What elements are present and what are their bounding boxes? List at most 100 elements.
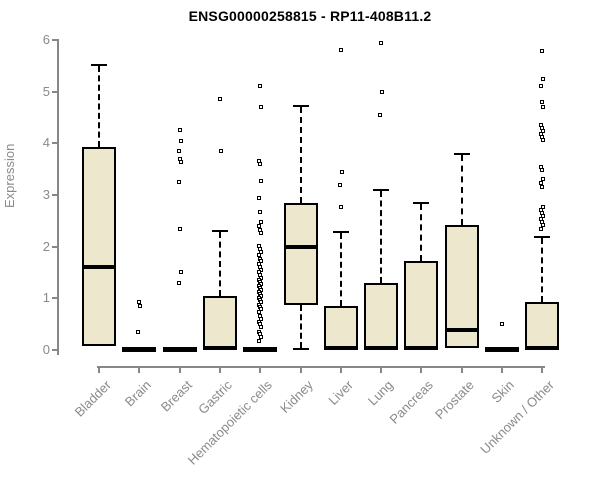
x-tick — [218, 368, 221, 373]
median-skin — [485, 346, 519, 351]
median-prostate — [444, 328, 479, 333]
y-tick-label: 6 — [42, 31, 50, 47]
outlier-point-hematopoietic-cells — [259, 105, 264, 110]
outlier-point-unknown-other — [540, 168, 545, 173]
x-tick — [501, 368, 503, 373]
outlier-point-liver — [338, 204, 343, 209]
outlier-point-breast — [176, 149, 181, 154]
outlier-point-gastric — [217, 97, 222, 102]
outlier-point-hematopoietic-cells — [257, 338, 262, 343]
median-kidney — [283, 244, 318, 249]
x-tick — [541, 368, 544, 373]
y-tick-label: 4 — [42, 135, 50, 151]
whisker-upper-unknown-other — [541, 238, 544, 303]
x-tick — [178, 368, 181, 373]
outlier-point-lung — [380, 89, 385, 94]
median-hematopoietic-cells — [243, 346, 278, 351]
median-lung — [364, 345, 399, 350]
median-unknown-other — [525, 345, 560, 350]
whisker-cap-upper-bladder — [91, 63, 107, 66]
whisker-upper-prostate — [460, 154, 463, 225]
outlier-point-hematopoietic-cells — [259, 316, 264, 321]
outlier-point-unknown-other — [541, 138, 546, 143]
outlier-point-skin — [500, 322, 504, 327]
outlier-point-liver — [338, 48, 343, 53]
box-kidney — [283, 202, 318, 305]
x-tick — [259, 368, 262, 373]
outlier-point-hematopoietic-cells — [257, 195, 262, 200]
outlier-point-hematopoietic-cells — [258, 210, 263, 215]
y-tick-label: 2 — [42, 238, 50, 254]
outlier-point-unknown-other — [540, 49, 545, 54]
median-pancreas — [404, 345, 439, 350]
y-tick — [52, 297, 57, 300]
y-tick — [52, 245, 57, 248]
box-prostate — [444, 224, 479, 349]
y-tick-label: 5 — [42, 83, 50, 99]
outlier-point-hematopoietic-cells — [259, 281, 264, 286]
whisker-upper-pancreas — [420, 203, 423, 262]
outlier-point-breast — [177, 226, 182, 231]
outlier-point-brain — [138, 303, 143, 308]
outlier-point-breast — [178, 138, 183, 143]
box-gastric — [202, 295, 237, 350]
median-gastric — [202, 345, 237, 350]
outlier-point-unknown-other — [541, 204, 546, 209]
box-unknown-other — [525, 302, 560, 350]
outlier-point-unknown-other — [539, 181, 544, 186]
y-tick — [52, 90, 57, 93]
y-tick — [52, 142, 57, 145]
outlier-point-hematopoietic-cells — [257, 310, 262, 315]
box-bladder — [82, 147, 116, 347]
y-tick-label: 3 — [42, 186, 50, 202]
outlier-point-unknown-other — [539, 164, 544, 169]
y-tick-label: 0 — [42, 342, 50, 357]
outlier-point-hematopoietic-cells — [259, 300, 264, 305]
outlier-point-hematopoietic-cells — [259, 275, 264, 280]
y-tick — [52, 349, 57, 351]
outlier-point-breast — [177, 156, 182, 161]
whisker-lower-kidney — [299, 304, 302, 348]
outlier-point-unknown-other — [539, 84, 544, 89]
outlier-point-hematopoietic-cells — [259, 288, 264, 293]
whisker-upper-lung — [380, 190, 383, 283]
outlier-point-unknown-other — [540, 184, 545, 189]
outlier-point-unknown-other — [539, 226, 544, 231]
median-brain — [122, 346, 157, 351]
whisker-cap-upper-liver — [332, 231, 349, 234]
whisker-cap-upper-gastric — [211, 230, 228, 233]
whisker-cap-upper-kidney — [292, 104, 309, 107]
outlier-point-hematopoietic-cells — [259, 335, 264, 340]
median-liver — [323, 345, 358, 350]
chart-title: ENSG00000258815 - RP11-408B11.2 — [188, 8, 432, 24]
outlier-point-liver — [339, 169, 344, 174]
outlier-point-hematopoietic-cells — [259, 324, 264, 329]
box-lung — [364, 282, 399, 350]
outlier-point-lung — [378, 112, 383, 117]
outlier-point-brain — [136, 329, 141, 334]
outlier-point-hematopoietic-cells — [259, 294, 264, 299]
outlier-point-breast — [176, 280, 181, 285]
x-tick — [98, 368, 100, 373]
y-tick — [52, 38, 57, 41]
whisker-upper-gastric — [218, 232, 221, 296]
outlier-point-hematopoietic-cells — [259, 219, 264, 224]
median-bladder — [82, 265, 116, 270]
outlier-point-hematopoietic-cells — [259, 179, 264, 184]
outlier-point-hematopoietic-cells — [258, 161, 263, 166]
outlier-point-hematopoietic-cells — [259, 249, 264, 254]
outlier-point-hematopoietic-cells — [258, 84, 263, 89]
whisker-cap-upper-unknown-other — [534, 236, 551, 239]
outlier-point-unknown-other — [541, 214, 546, 219]
outlier-point-unknown-other — [540, 99, 545, 104]
whisker-cap-upper-prostate — [453, 152, 470, 155]
box-liver — [323, 306, 358, 350]
outlier-point-hematopoietic-cells — [259, 267, 264, 272]
outlier-point-hematopoietic-cells — [259, 306, 264, 311]
x-tick — [380, 368, 383, 373]
x-tick — [299, 368, 302, 373]
outlier-point-gastric — [218, 149, 223, 154]
x-axis-line — [97, 366, 545, 368]
